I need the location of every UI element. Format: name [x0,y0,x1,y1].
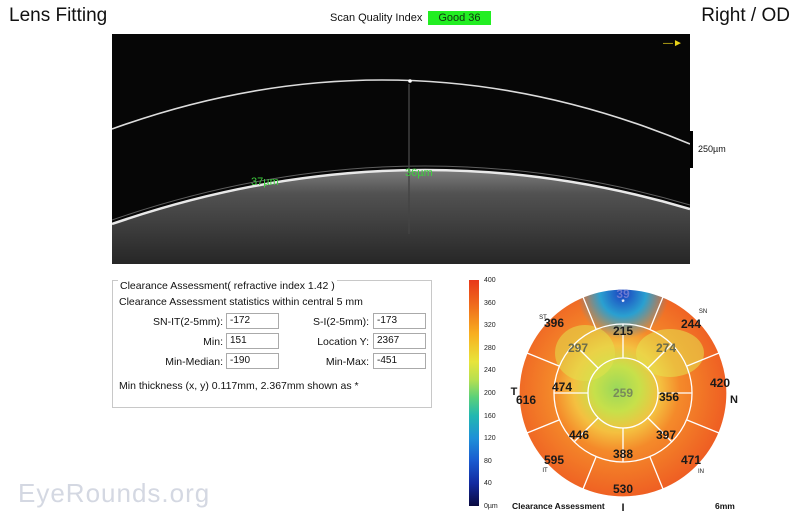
clearance-assessment-panel: Clearance Assessment( refractive index 1… [112,280,432,408]
min-median-field[interactable]: -190 [226,353,279,369]
scale-bar-label: 250µm [698,144,726,154]
inner-t-value: 474 [552,380,572,394]
measurement-left: 37µm [251,176,279,188]
cornea-surface [112,168,690,226]
center-value: 259 [613,386,633,400]
location-y-field[interactable]: 2367 [373,333,426,349]
min-max-label: Min-Max: [325,356,369,368]
clearance-map: S 39 * 244 420 471 530 595 616 396 215 3… [510,273,750,524]
color-scale-bar [469,280,479,506]
color-scale-tick: 320 [484,322,496,330]
min-field[interactable]: 151 [226,333,279,349]
measurement-center: 36µm [405,167,433,179]
outer-st-value: 396 [544,316,564,330]
sector-label-sn: SN [699,309,707,315]
color-scale-tick: 280 [484,344,496,352]
min-label: Min: [203,336,223,348]
outer-i-value: 530 [613,482,633,496]
sector-label-in: IN [698,469,704,475]
map-title: Clearance Assessment [512,501,605,511]
direction-i: I [621,502,624,514]
color-scale-tick: 240 [484,367,496,375]
scan-quality-indicator: Scan Quality Index Good 36 [330,11,491,25]
color-scale-tick: 120 [484,435,496,443]
color-scale-tick: 160 [484,412,496,420]
location-y-label: Location Y: [317,336,369,348]
direction-s: S [619,283,626,285]
eye-label: Right / OD [701,5,790,26]
s-i-label: S-I(2-5mm): [313,316,369,328]
sector-label-it: IT [542,468,548,474]
scan-quality-badge: Good 36 [428,11,491,25]
inner-st-value: 297 [568,341,588,355]
color-scale-tick: 0µm [484,503,498,510]
clearance-map-svg: S 39 * 244 420 471 530 595 616 396 215 3… [511,273,738,514]
inner-in-value: 397 [656,428,676,442]
oct-scan-image: 37µm 36µm [112,34,690,264]
lens-surface [112,79,690,145]
scan-direction-arrow-icon: —► [663,38,683,49]
direction-t: T [511,386,518,398]
direction-n: N [730,394,738,406]
inner-n-value: 356 [659,390,679,404]
outer-s-value: 39 [616,287,630,301]
min-thickness-note: Min thickness (x, y) 0.117mm, 2.367mm sh… [119,380,359,392]
map-size-label: 6mm [715,501,735,511]
inner-i-value: 388 [613,447,633,461]
oct-scan-svg: 37µm 36µm [112,34,690,264]
scan-quality-label: Scan Quality Index [330,12,423,24]
sn-it-field[interactable]: -172 [226,313,279,329]
min-median-label: Min-Median: [165,356,223,368]
scale-bar [690,131,693,168]
inner-sn-value: 274 [656,341,676,355]
inner-it-value: 446 [569,428,589,442]
map-grid [518,288,728,498]
color-scale-tick: 360 [484,299,496,307]
outer-it-value: 595 [544,453,564,467]
color-scale-tick: 400 [484,277,496,284]
app-title: Lens Fitting [9,5,108,26]
color-scale-tick: 200 [484,390,496,397]
map-sn-patch [636,329,704,377]
sector-label-st: ST [539,315,547,321]
color-scale-tick: 80 [484,457,492,465]
cornea-tissue [112,169,690,264]
outer-in-value: 471 [681,453,701,467]
outer-t-value: 616 [516,393,536,407]
panel-legend: Clearance Assessment( refractive index 1… [118,280,337,292]
min-max-field[interactable]: -451 [373,353,426,369]
s-i-field[interactable]: -173 [373,313,426,329]
outer-n-value: 420 [710,376,730,390]
min-marker: * [621,298,625,307]
inner-s-value: 215 [613,324,633,338]
color-scale-tick: 40 [484,480,492,488]
sn-it-label: SN-IT(2-5mm): [153,316,223,328]
tear-layer-line [112,165,690,221]
watermark-text: EyeRounds.org [18,478,211,508]
panel-subtitle: Clearance Assessment statistics within c… [119,296,363,308]
apex-reflex [408,79,412,83]
outer-sn-value: 244 [681,317,701,331]
